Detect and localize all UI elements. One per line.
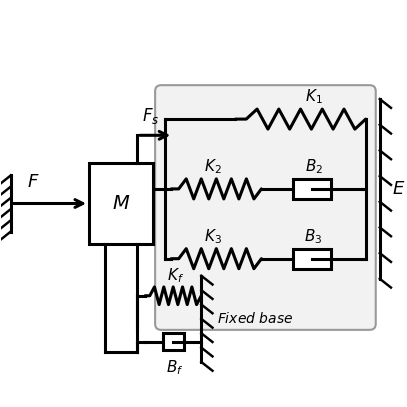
Text: $B_f$: $B_f$ bbox=[166, 358, 184, 376]
Text: $F_s$: $F_s$ bbox=[142, 107, 160, 127]
Bar bbox=[293, 179, 330, 199]
Text: $K_1$: $K_1$ bbox=[305, 88, 322, 106]
Bar bbox=[293, 249, 330, 269]
Text: $K_2$: $K_2$ bbox=[204, 158, 222, 176]
Text: $F$: $F$ bbox=[26, 173, 39, 190]
Text: $M$: $M$ bbox=[112, 194, 130, 213]
Text: $E$: $E$ bbox=[392, 180, 405, 198]
Text: $\mathit{Fixed\ base}$: $\mathit{Fixed\ base}$ bbox=[217, 311, 294, 326]
FancyBboxPatch shape bbox=[155, 85, 376, 330]
Bar bbox=[162, 333, 184, 350]
Bar bbox=[89, 163, 153, 244]
Text: $K_f$: $K_f$ bbox=[166, 266, 184, 284]
Text: $K_3$: $K_3$ bbox=[204, 227, 222, 246]
Text: $B_2$: $B_2$ bbox=[304, 158, 323, 176]
Text: $B_3$: $B_3$ bbox=[304, 227, 323, 246]
